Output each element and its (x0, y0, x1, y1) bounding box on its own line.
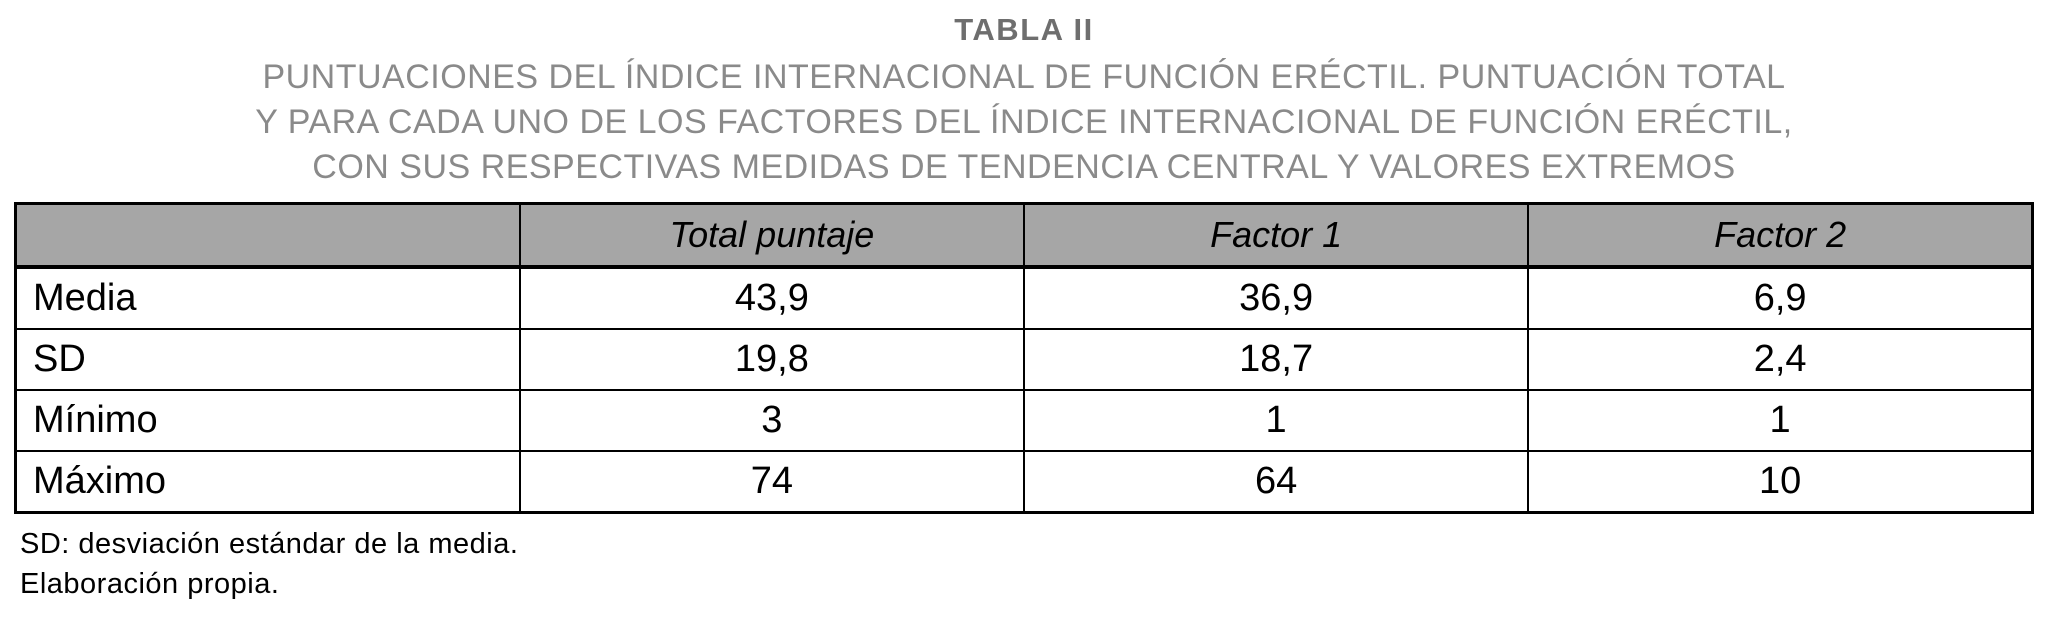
subtitle-line-2: Y PARA CADA UNO DE LOS FACTORES DEL ÍNDI… (255, 103, 1793, 141)
table-row-maximo: Máximo 74 64 10 (14, 450, 2034, 514)
column-header-factor-2: Factor 2 (1527, 202, 2034, 269)
cell-value: 36,9 (1022, 266, 1530, 330)
row-label: Mínimo (14, 389, 521, 452)
cell-value: 64 (1022, 450, 1530, 514)
cell-value: 3 (518, 389, 1026, 452)
cell-value: 6,9 (1527, 266, 2034, 330)
cell-value: 43,9 (518, 266, 1026, 330)
data-table: Total puntaje Factor 1 Factor 2 Media 43… (14, 202, 2034, 514)
cell-value: 1 (1022, 389, 1530, 452)
row-label: SD (14, 328, 521, 391)
table-row-media: Media 43,9 36,9 6,9 (14, 266, 2034, 330)
table-subtitle: PUNTUACIONES DEL ÍNDICE INTERNACIONAL DE… (0, 55, 2048, 190)
column-header-factor-1: Factor 1 (1022, 202, 1530, 269)
cell-value: 74 (518, 450, 1026, 514)
column-header-total-puntaje: Total puntaje (518, 202, 1026, 269)
row-label: Media (14, 266, 521, 330)
cell-value: 10 (1527, 450, 2034, 514)
footnote-sd-definition: SD: desviación estándar de la media. (20, 528, 519, 560)
header-row: Total puntaje Factor 1 Factor 2 (14, 202, 2034, 269)
footnote-elaboracion: Elaboración propia. (20, 568, 280, 600)
cell-value: 2,4 (1527, 328, 2034, 391)
footnotes: SD: desviación estándar de la media. Ela… (20, 524, 2048, 604)
cell-value: 19,8 (518, 328, 1026, 391)
table-row-sd: SD 19,8 18,7 2,4 (14, 328, 2034, 391)
subtitle-line-1: PUNTUACIONES DEL ÍNDICE INTERNACIONAL DE… (262, 58, 1786, 96)
subtitle-line-3: CON SUS RESPECTIVAS MEDIDAS DE TENDENCIA… (312, 148, 1736, 186)
title-block: TABLA II PUNTUACIONES DEL ÍNDICE INTERNA… (0, 0, 2048, 190)
cell-value: 18,7 (1022, 328, 1530, 391)
row-label: Máximo (14, 450, 521, 514)
table-row-minimo: Mínimo 3 1 1 (14, 389, 2034, 452)
cell-value: 1 (1527, 389, 2034, 452)
column-header-empty (14, 202, 521, 269)
table-title: TABLA II (954, 12, 1094, 47)
